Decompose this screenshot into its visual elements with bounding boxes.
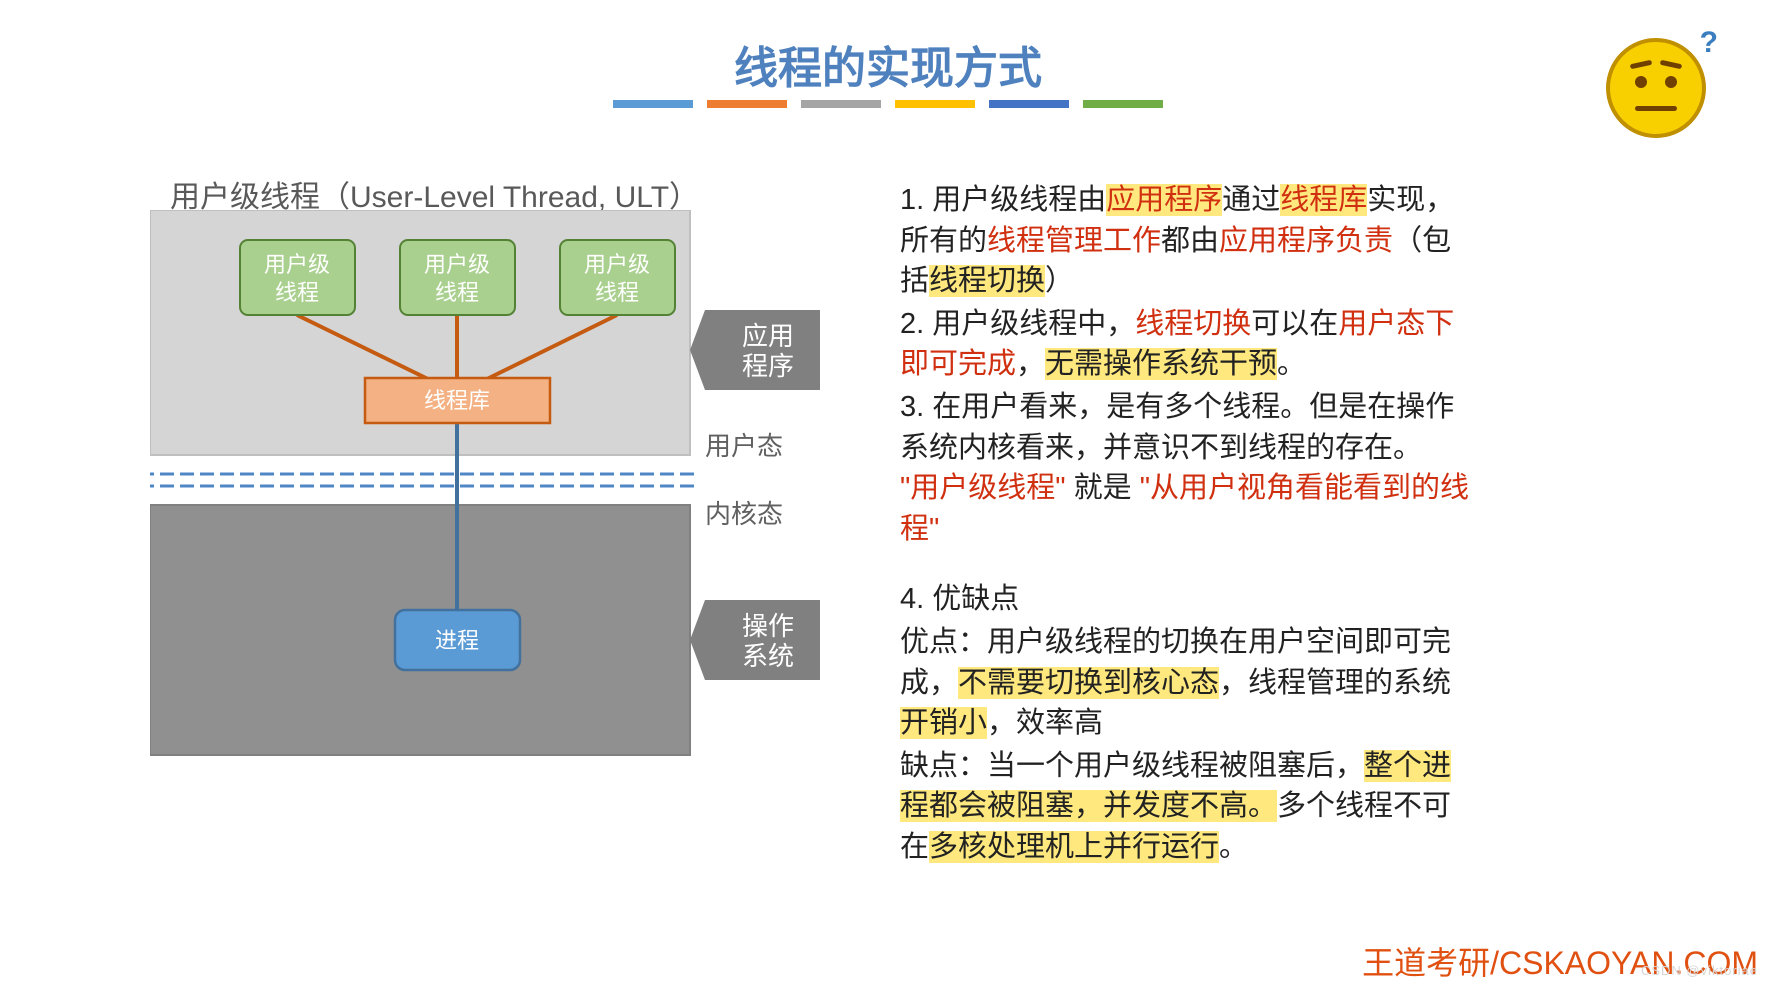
- svg-text:线程: 线程: [595, 280, 639, 305]
- svg-text:程序: 程序: [742, 351, 794, 381]
- explanation-text: 1. 用户级线程由应用程序通过线程库实现，所有的线程管理工作都由应用程序负责（包…: [900, 180, 1480, 870]
- color-bar-1: [613, 100, 693, 108]
- svg-text:系统: 系统: [742, 641, 794, 671]
- svg-text:进程: 进程: [435, 628, 479, 653]
- color-bar-5: [989, 100, 1069, 108]
- thinking-emoji-icon: ?: [1606, 38, 1706, 138]
- callout-os: 操作 系统: [690, 600, 820, 680]
- svg-text:线程库: 线程库: [424, 388, 490, 413]
- callout-application: 应用 程序: [690, 310, 820, 390]
- point-1: 1. 用户级线程由应用程序通过线程库实现，所有的线程管理工作都由应用程序负责（包…: [900, 180, 1480, 302]
- page-title: 线程的实现方式: [0, 32, 1776, 96]
- svg-text:用户级: 用户级: [424, 252, 490, 277]
- ult-node-2: 用户级 线程: [400, 240, 515, 315]
- color-bar-6: [1083, 100, 1163, 108]
- point-3: 3. 在用户看来，是有多个线程。但是在操作系统内核看来，并意识不到线程的存在。 …: [900, 387, 1480, 549]
- point-4-head: 4. 优缺点: [900, 579, 1480, 620]
- point-4-disadvantage: 缺点：当一个用户级线程被阻塞后，整个进程都会被阻塞，并发度不高。多个线程不可在多…: [900, 746, 1480, 868]
- ult-node-3: 用户级 线程: [560, 240, 675, 315]
- color-bar-2: [707, 100, 787, 108]
- svg-text:应用: 应用: [742, 321, 794, 351]
- process-node: 进程: [395, 610, 520, 670]
- label-user-state: 用户态: [705, 431, 783, 461]
- color-bar-group: [613, 100, 1163, 108]
- ult-diagram: 用户级 线程 用户级 线程 用户级 线程 线程库 进程 用户态 内核态 应用 程…: [150, 210, 830, 830]
- color-bar-3: [801, 100, 881, 108]
- svg-text:线程: 线程: [435, 280, 479, 305]
- svg-text:操作: 操作: [742, 611, 794, 641]
- point-4-advantage: 优点：用户级线程的切换在用户空间即可完成，不需要切换到核心态，线程管理的系统开销…: [900, 622, 1480, 744]
- label-kernel-state: 内核态: [705, 499, 783, 529]
- thread-library-node: 线程库: [365, 378, 550, 423]
- svg-text:线程: 线程: [275, 280, 319, 305]
- svg-text:用户级: 用户级: [584, 252, 650, 277]
- point-2: 2. 用户级线程中，线程切换可以在用户态下即可完成，无需操作系统干预。: [900, 304, 1480, 385]
- color-bar-4: [895, 100, 975, 108]
- watermark-text: CSDN @viktoriae: [1641, 963, 1758, 978]
- ult-node-1: 用户级 线程: [240, 240, 355, 315]
- svg-text:用户级: 用户级: [264, 252, 330, 277]
